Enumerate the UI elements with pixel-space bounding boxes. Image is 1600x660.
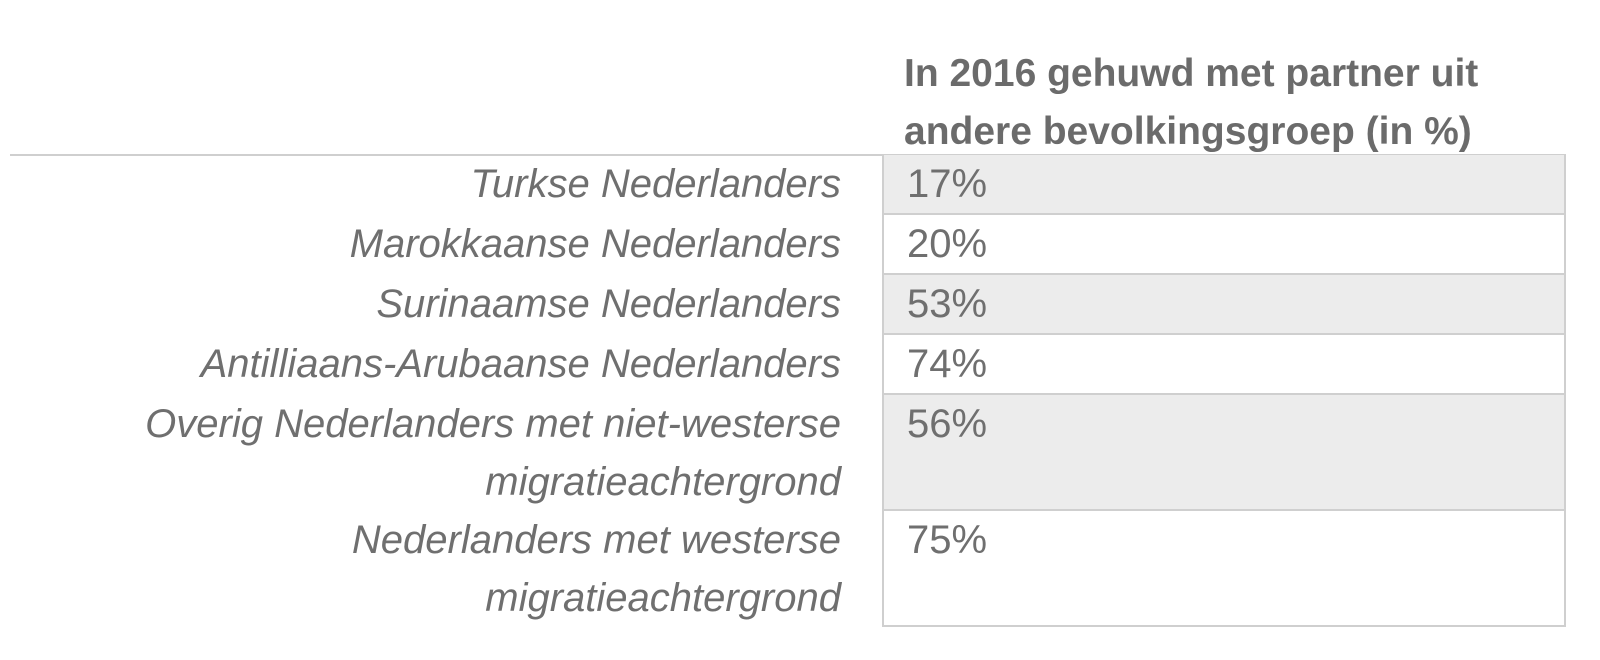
table-row: Surinaamse Nederlanders 53% (0, 275, 1566, 335)
row-value: 56% (882, 395, 1566, 511)
row-label: Turkse Nederlanders (470, 162, 841, 206)
row-value: 17% (882, 155, 1566, 215)
table-row: Antilliaans-Arubaanse Nederlanders 74% (0, 335, 1566, 395)
row-label: Overig Nederlanders met niet-westerse mi… (145, 402, 841, 504)
table-top-rule (10, 154, 1566, 156)
table-row: Nederlanders met westerse migratieachter… (0, 511, 1566, 627)
row-label: Surinaamse Nederlanders (376, 282, 841, 326)
row-label: Nederlanders met westerse migratieachter… (351, 518, 841, 620)
column-header: In 2016 gehuwd met partner uit andere be… (904, 52, 1479, 153)
table-row: Turkse Nederlanders 17% (0, 155, 1566, 215)
table-row: Overig Nederlanders met niet-westerse mi… (0, 395, 1566, 511)
row-value: 53% (882, 275, 1566, 335)
row-value: 20% (882, 215, 1566, 275)
row-label: Antilliaans-Arubaanse Nederlanders (200, 342, 841, 386)
data-table: Turkse Nederlanders 17% Marokkaanse Nede… (0, 155, 1566, 627)
row-value: 75% (882, 511, 1566, 627)
row-value: 74% (882, 335, 1566, 395)
row-label: Marokkaanse Nederlanders (349, 222, 841, 266)
table-row: Marokkaanse Nederlanders 20% (0, 215, 1566, 275)
